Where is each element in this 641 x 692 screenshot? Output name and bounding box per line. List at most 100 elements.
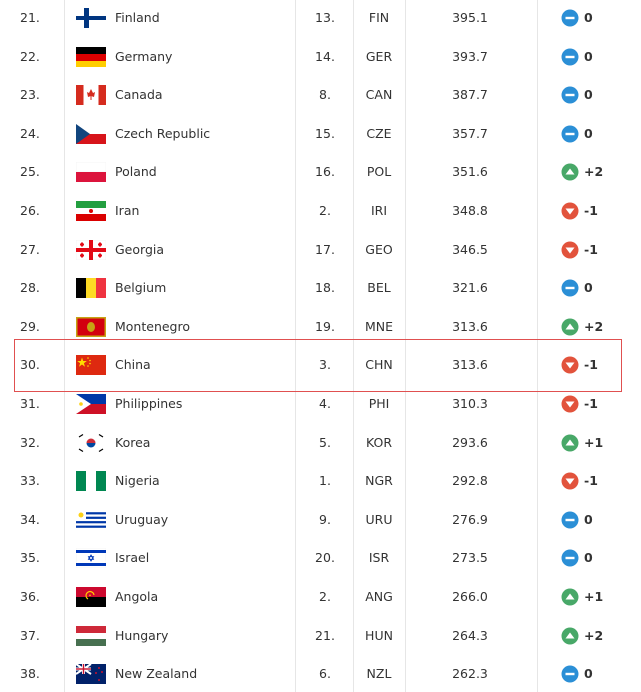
change-icon — [561, 202, 579, 220]
points: 395.1 — [452, 10, 488, 25]
change: 0 — [584, 666, 593, 682]
code: HUN — [365, 627, 393, 643]
points: 262.3 — [452, 666, 488, 682]
country: China — [115, 357, 151, 373]
rank: 28. — [20, 280, 40, 296]
code: POL — [366, 164, 392, 180]
change: -1 — [584, 396, 598, 411]
flag — [76, 239, 106, 260]
change-icon — [561, 163, 579, 181]
change: 0 — [584, 48, 593, 64]
points: 393.7 — [452, 48, 488, 64]
change: +2 — [584, 627, 604, 643]
code: GER — [365, 48, 393, 64]
zone-rank: 2. — [319, 589, 331, 604]
code: BEL — [367, 280, 391, 296]
column-divider — [537, 0, 538, 692]
flag — [76, 316, 106, 337]
country: Hungary — [115, 627, 169, 643]
country: Iran — [115, 203, 140, 218]
country: Georgia — [115, 241, 165, 257]
points: 351.6 — [452, 164, 488, 180]
column-divider — [295, 0, 296, 692]
country: Uruguay — [115, 511, 169, 527]
zone-rank: 19. — [315, 318, 335, 334]
flag — [76, 471, 106, 492]
points: 321.6 — [452, 280, 488, 296]
zone-rank: 20. — [315, 550, 335, 566]
rank: 36. — [20, 589, 40, 604]
country: New Zealand — [115, 666, 198, 682]
flag — [76, 355, 106, 376]
country: Angola — [115, 589, 159, 604]
flag — [76, 509, 106, 530]
rank: 34. — [20, 511, 40, 527]
rank: 23. — [20, 87, 40, 103]
rank: 22. — [20, 48, 40, 64]
flag — [76, 85, 106, 106]
change: 0 — [584, 10, 593, 25]
points: 276.9 — [452, 511, 488, 527]
rank: 31. — [20, 396, 40, 411]
rank: 37. — [20, 627, 40, 643]
points: 387.7 — [452, 87, 488, 103]
highlight-box — [14, 339, 622, 392]
zone-rank: 3. — [319, 357, 331, 373]
change-icon — [561, 472, 579, 490]
change-icon — [561, 279, 579, 297]
rank: 32. — [20, 434, 40, 450]
zone-rank: 13. — [315, 10, 335, 25]
rank: 30. — [20, 357, 40, 373]
zone-rank: 2. — [319, 203, 331, 218]
change: 0 — [584, 87, 593, 103]
points: 313.6 — [452, 318, 488, 334]
rank: 27. — [20, 241, 40, 257]
flag — [76, 123, 106, 144]
code: KOR — [365, 434, 393, 450]
points: 313.6 — [452, 357, 488, 373]
rank: 26. — [20, 203, 40, 218]
change: +1 — [584, 434, 604, 450]
zone-rank: 1. — [319, 473, 331, 489]
flag — [76, 587, 106, 607]
country: Korea — [115, 434, 151, 450]
change: +2 — [584, 318, 604, 334]
code: MNE — [364, 318, 394, 334]
country: Israel — [115, 550, 150, 566]
zone-rank: 4. — [319, 396, 331, 411]
zone-rank: 21. — [315, 627, 335, 643]
code: IRI — [370, 203, 388, 218]
code: FIN — [368, 10, 390, 25]
country: Montenegro — [115, 318, 191, 334]
points: 348.8 — [452, 203, 488, 218]
change-icon — [561, 665, 579, 683]
points: 346.5 — [452, 241, 488, 257]
zone-rank: 15. — [315, 125, 335, 141]
rank: 38. — [20, 666, 40, 682]
code: CHN — [365, 357, 393, 373]
flag — [76, 548, 106, 569]
points: 266.0 — [452, 589, 488, 604]
rank: 24. — [20, 125, 40, 141]
column-divider — [353, 0, 354, 692]
change: -1 — [584, 203, 598, 218]
flag — [76, 625, 106, 646]
rank: 35. — [20, 550, 40, 566]
change-icon — [561, 434, 579, 452]
flag — [76, 394, 106, 414]
zone-rank: 9. — [319, 511, 331, 527]
change: 0 — [584, 550, 593, 566]
code: PHI — [368, 396, 390, 411]
code: CAN — [365, 87, 393, 103]
flag — [76, 664, 106, 685]
country: Philippines — [115, 396, 183, 411]
country: Poland — [115, 164, 157, 180]
change: +1 — [584, 589, 604, 604]
code: CZE — [366, 125, 392, 141]
change: -1 — [584, 241, 598, 257]
change-icon — [561, 549, 579, 567]
change-icon — [561, 9, 579, 27]
code: NGR — [365, 473, 393, 489]
change-icon — [561, 395, 579, 413]
points: 264.3 — [452, 627, 488, 643]
